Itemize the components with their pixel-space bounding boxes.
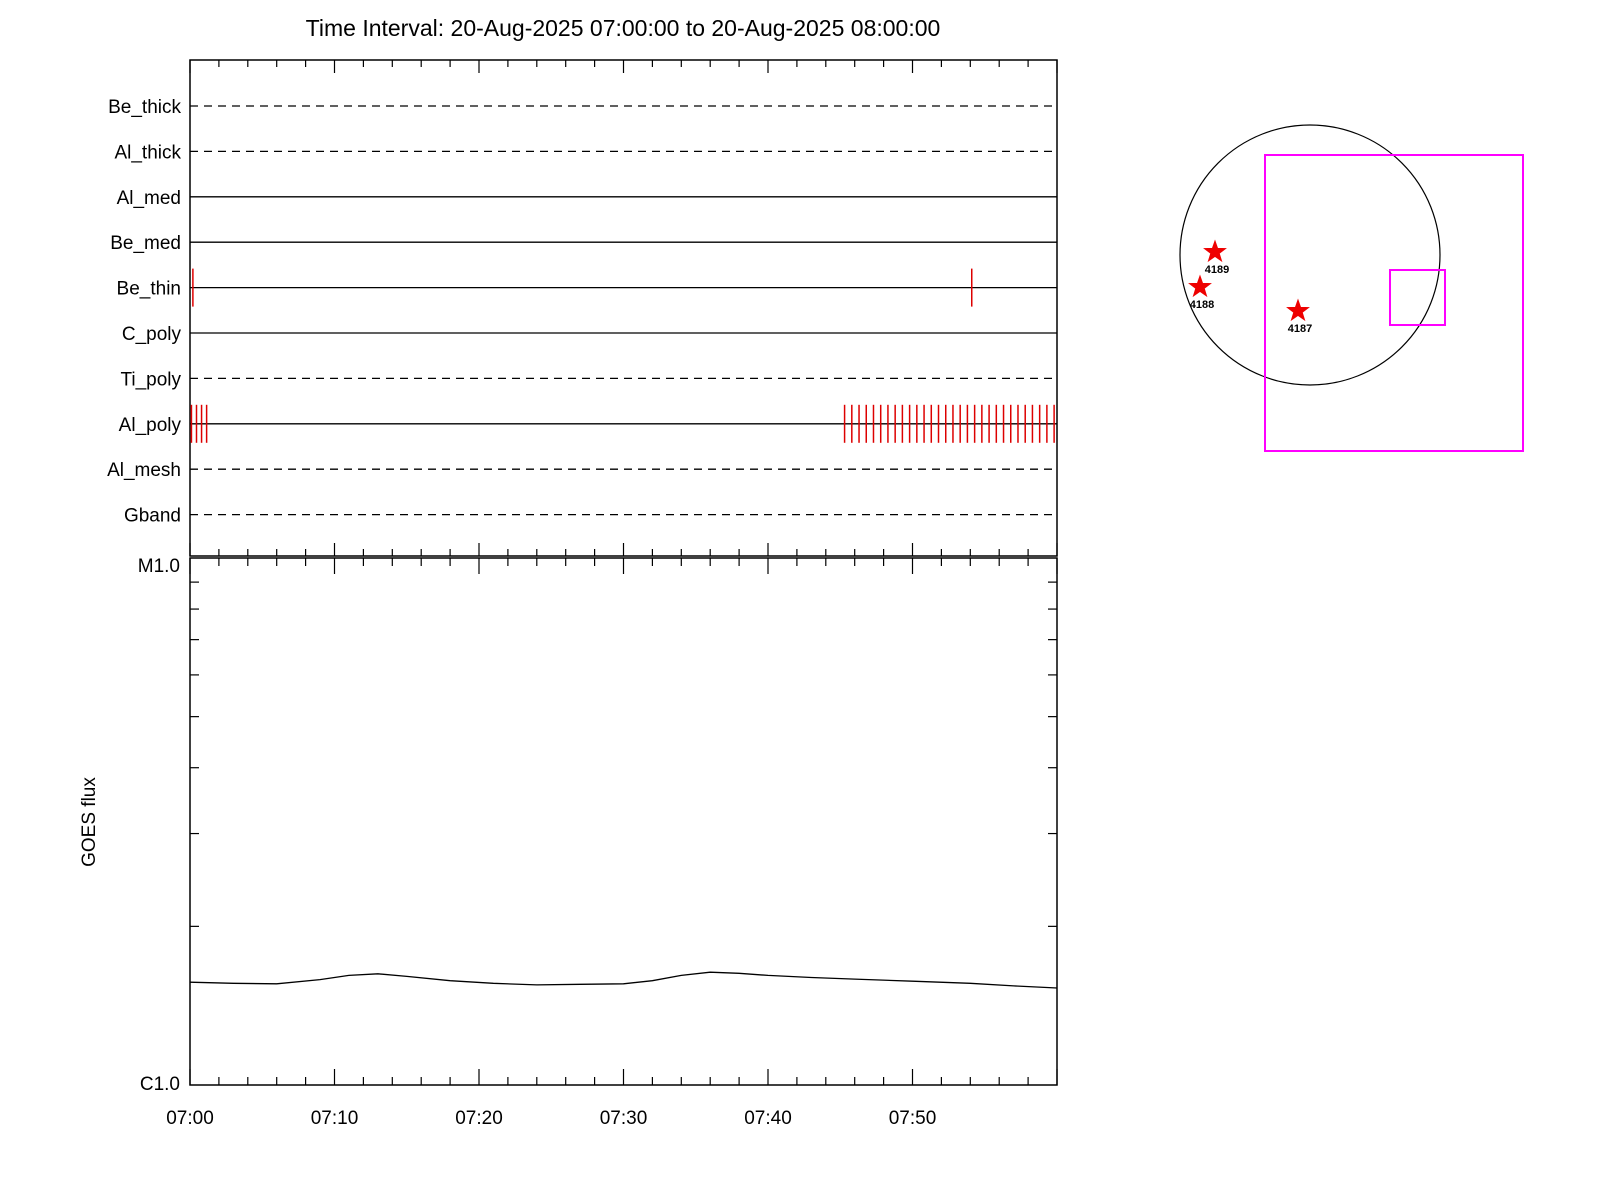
x-tick-label: 07:50 <box>889 1108 937 1129</box>
filter-row-label: C_poly <box>122 324 182 345</box>
filter-timeline-panel: Be_thick Al_thick Al_med Be_med Be_thin C_pol… <box>107 59 1058 557</box>
filter-row-label: Be_thin <box>117 279 181 300</box>
filter-row-label: Al_poly <box>119 415 182 436</box>
filter-row-label: Be_thick <box>108 97 181 118</box>
timeline-axis-ticks <box>189 60 1058 556</box>
goes-frame <box>189 557 1058 1086</box>
x-tick-label: 07:30 <box>600 1108 648 1129</box>
active-region-label: 4187 <box>1288 323 1312 335</box>
y-tick-label-top: M1.0 <box>138 556 180 577</box>
solar-disk <box>1179 124 1441 386</box>
plot-title: Time Interval: 20-Aug-2025 07:00:00 to 2… <box>306 15 941 41</box>
y-tick-label-bottom: C1.0 <box>140 1074 180 1095</box>
filter-row-label: Al_thick <box>114 142 181 163</box>
active-region-star <box>1286 298 1310 322</box>
fov-box <box>1264 154 1524 452</box>
filter-row-label: Gband <box>124 506 181 527</box>
active-region-label: 4189 <box>1205 264 1229 276</box>
goes-flux-line <box>189 971 1058 989</box>
filter-row-label: Al_med <box>117 188 181 209</box>
goes-axis-ticks <box>189 558 1058 1085</box>
active-region-star <box>1188 274 1212 298</box>
x-tick-label: 07:20 <box>455 1108 503 1129</box>
goes-ylabel: GOES flux <box>79 777 100 867</box>
timeline-content: Be_thick Al_thick Al_med Be_med Be_thin C_pol… <box>107 97 1057 527</box>
goes-panel: GOES flux M1.0 C1.0 07:00 07:10 07:20 07:30… <box>79 556 1058 1129</box>
filter-row-label: Ti_poly <box>120 369 181 390</box>
active-region-star <box>1203 239 1227 263</box>
goes-xtick-labels: 07:00 07:10 07:20 07:30 07:40 07:50 <box>166 1108 936 1129</box>
x-tick-label: 07:10 <box>311 1108 359 1129</box>
timeline-frame <box>189 59 1058 557</box>
filter-row-label: Be_med <box>110 233 181 254</box>
x-tick-label: 07:00 <box>166 1108 214 1129</box>
x-tick-label: 07:40 <box>744 1108 792 1129</box>
active-region-label: 4188 <box>1190 299 1214 311</box>
fov-box <box>1389 269 1446 326</box>
filter-row-label: Al_mesh <box>107 460 181 481</box>
solar-map: 4189 4188 4187 <box>1179 124 1524 452</box>
